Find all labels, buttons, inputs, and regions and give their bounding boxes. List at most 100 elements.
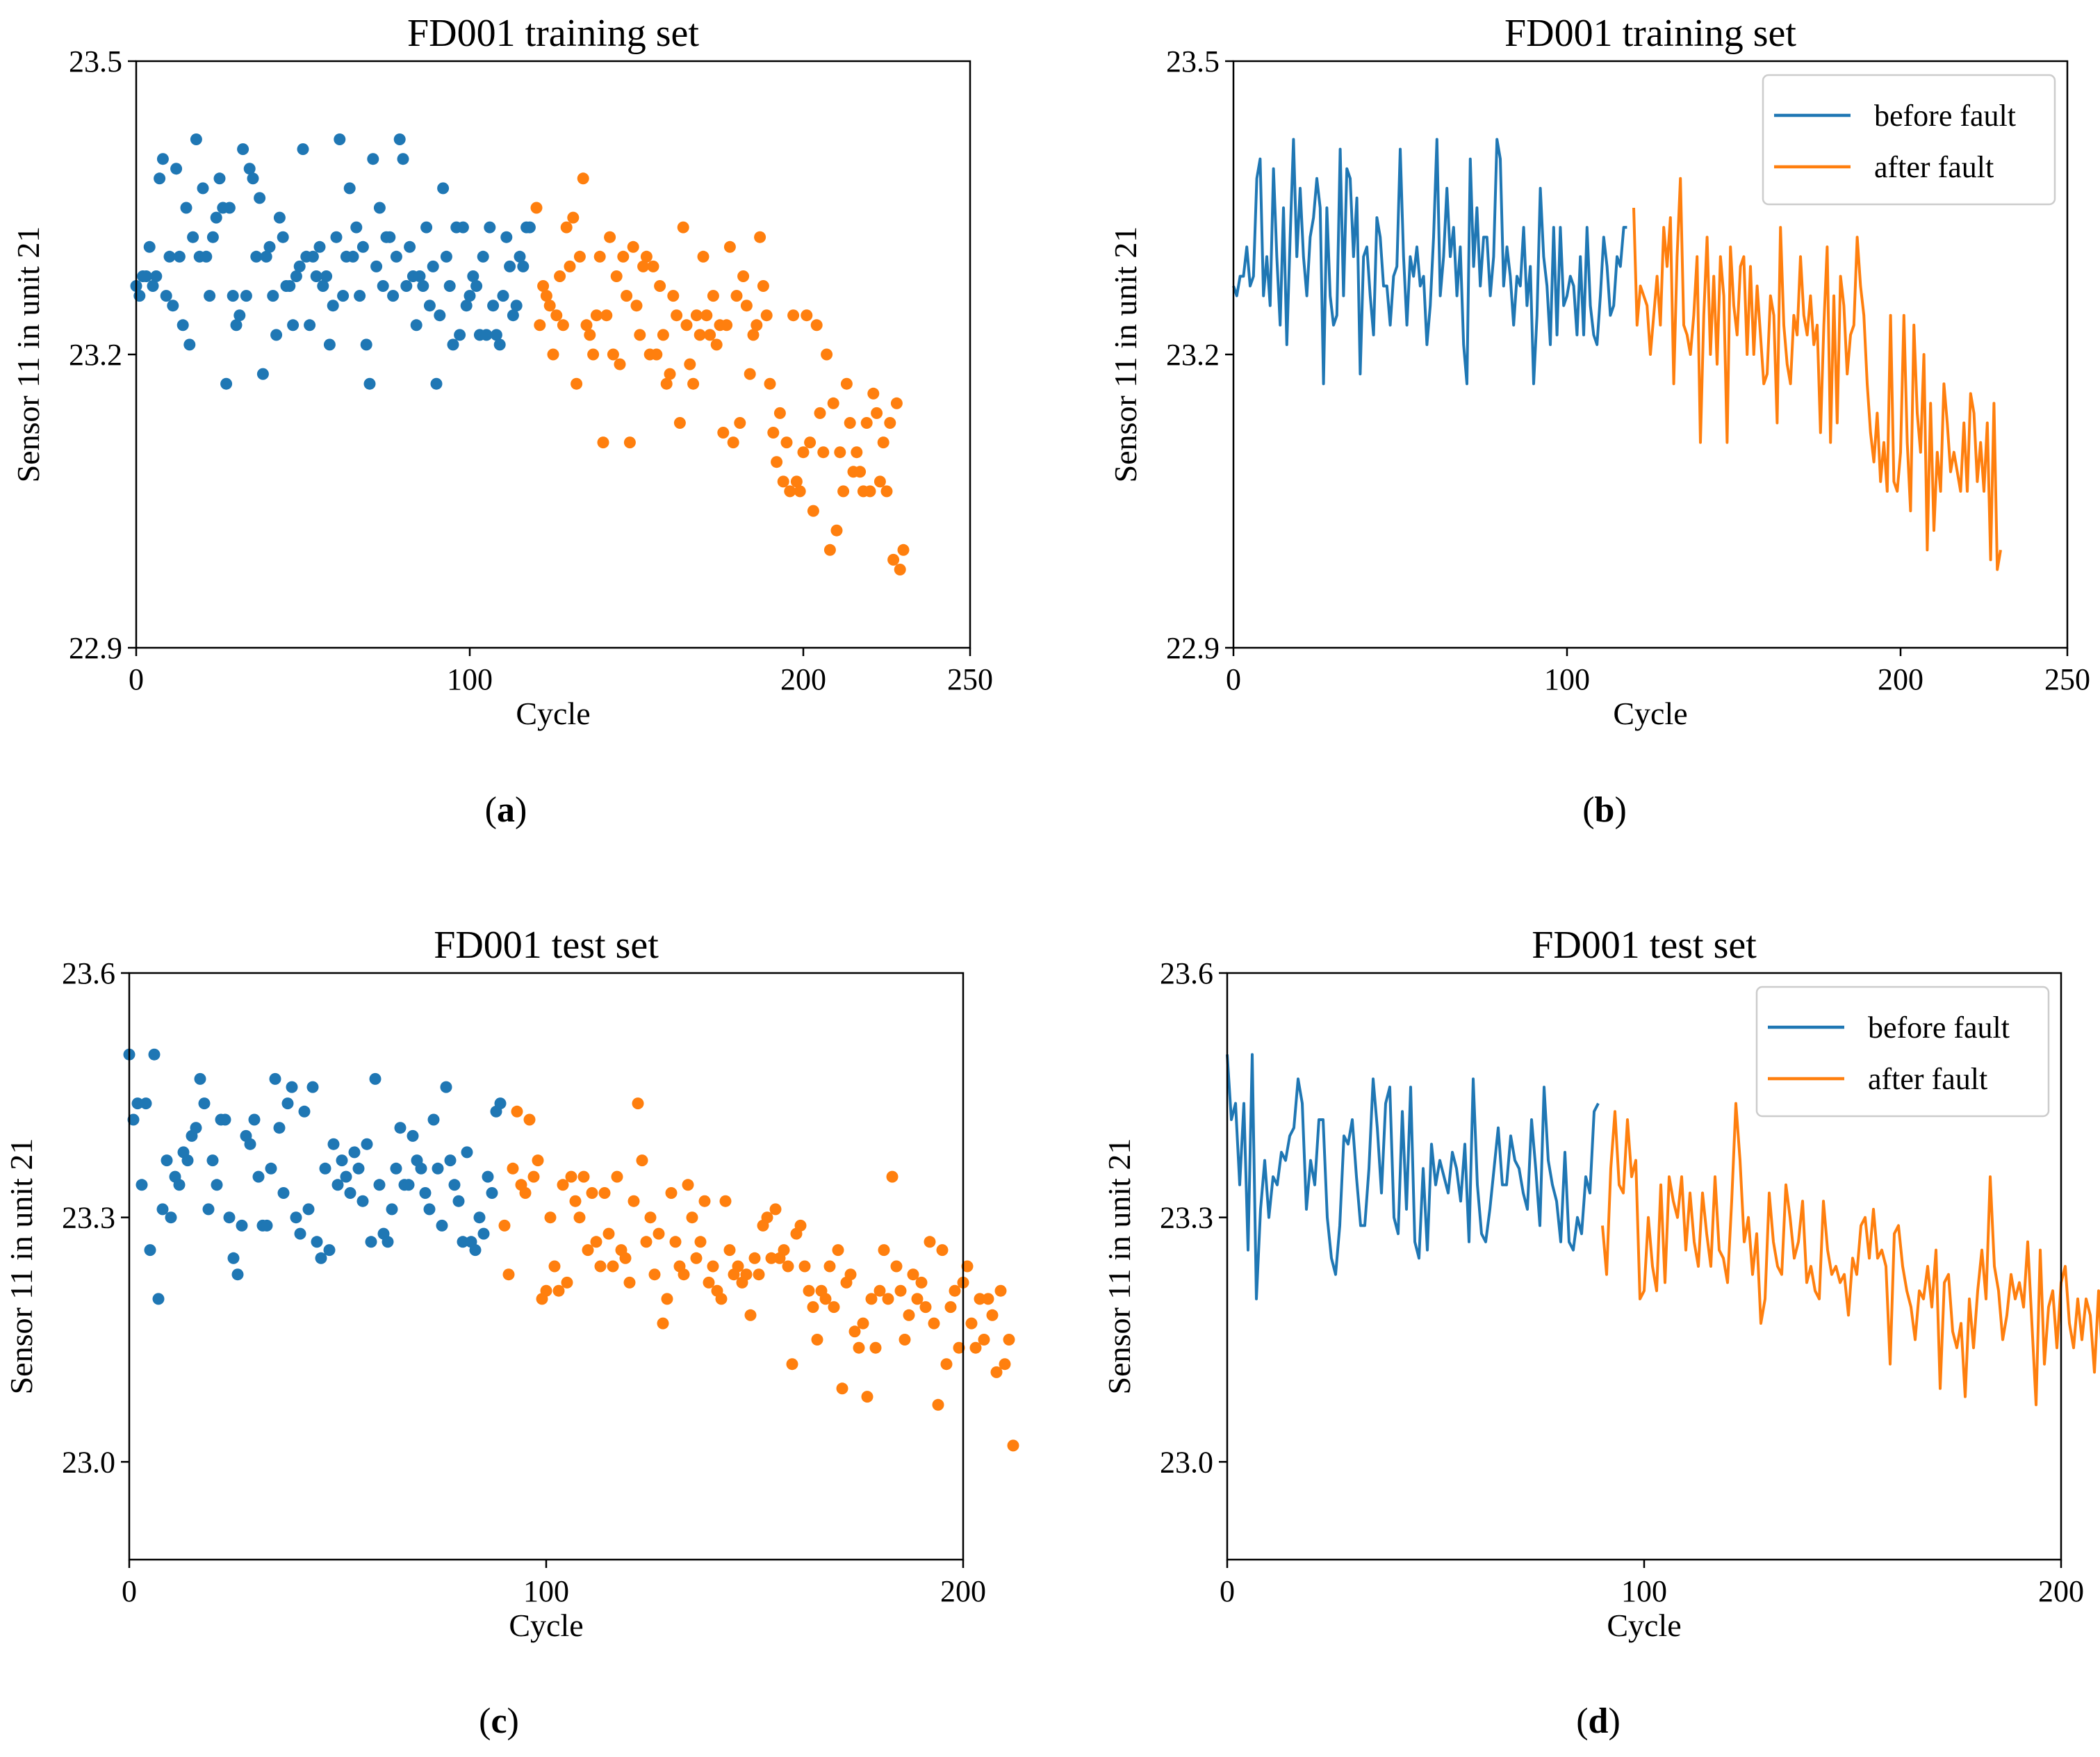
data-point-after: [873, 1284, 886, 1297]
data-point-after: [767, 427, 780, 439]
data-point-after: [614, 358, 626, 370]
data-point-after: [530, 202, 543, 214]
data-point-after: [600, 309, 613, 322]
data-point-after: [557, 319, 569, 332]
data-point-after: [949, 1284, 961, 1297]
data-point-after: [547, 348, 559, 361]
data-point-after: [786, 1358, 798, 1371]
data-point-before: [523, 221, 536, 234]
data-point-after: [550, 309, 563, 322]
data-point-before: [348, 1146, 361, 1159]
data-point-after: [782, 1260, 794, 1273]
data-point-before: [382, 1236, 394, 1248]
data-point-before: [181, 1154, 194, 1167]
data-point-after: [704, 329, 716, 341]
data-point-after: [834, 446, 846, 459]
data-point-after: [727, 436, 739, 449]
caption-a: (a): [484, 790, 527, 830]
data-point-after: [982, 1293, 994, 1305]
data-point-after: [873, 475, 886, 488]
data-point-after: [753, 1268, 765, 1281]
data-point-before: [457, 1236, 469, 1248]
legend-label-before: before fault: [1874, 99, 2016, 133]
data-point-after: [823, 1260, 836, 1273]
data-point-after: [828, 1301, 840, 1314]
data-point-before: [273, 1122, 286, 1134]
series-line-after: [1601, 1102, 2100, 1407]
data-point-before: [173, 250, 186, 263]
data-point-after: [844, 417, 856, 429]
data-point-before: [194, 1072, 206, 1085]
data-point-after: [590, 1236, 602, 1248]
legend: before fault after fault: [1762, 74, 2056, 206]
data-point-before: [356, 240, 369, 253]
data-point-before: [311, 1236, 323, 1248]
data-point-after: [604, 231, 616, 243]
data-point-after: [593, 250, 606, 263]
data-point-after: [787, 309, 800, 322]
data-point-after: [569, 1195, 582, 1207]
data-point-before: [290, 1211, 302, 1224]
data-point-before: [327, 1138, 340, 1150]
data-point-after: [719, 1195, 732, 1207]
x-tick-label: 0: [129, 662, 144, 696]
data-point-after: [823, 544, 836, 556]
data-point-after: [690, 309, 703, 322]
data-point-before: [354, 290, 366, 302]
data-point-after: [961, 1260, 974, 1273]
data-point-before: [460, 300, 473, 312]
data-point-after: [561, 1276, 573, 1289]
data-point-before: [297, 143, 309, 156]
data-point-before: [265, 1162, 277, 1175]
data-point-before: [336, 1154, 348, 1167]
data-point-before: [507, 309, 519, 322]
data-point-before: [344, 1187, 356, 1199]
data-point-after: [498, 1219, 511, 1232]
data-point-after: [607, 1260, 619, 1273]
data-point-before: [427, 260, 439, 272]
data-point-after: [537, 280, 550, 292]
data-point-after: [511, 1105, 523, 1118]
data-point-before: [393, 133, 406, 145]
data-point-before: [323, 338, 336, 351]
data-point-before: [227, 1252, 240, 1264]
chart-title: FD001 test set: [434, 924, 659, 967]
data-point-before: [369, 1072, 382, 1085]
data-point-before: [156, 1203, 169, 1216]
data-point-before: [480, 329, 493, 341]
data-point-after: [740, 1268, 753, 1281]
data-point-after: [697, 250, 709, 263]
data-point-after: [790, 475, 803, 488]
data-point-before: [200, 250, 213, 263]
data-point-before: [443, 280, 456, 292]
data-point-after: [680, 319, 693, 332]
data-point-before: [256, 368, 269, 380]
data-point-before: [402, 1179, 415, 1191]
data-point-after: [640, 1236, 653, 1248]
y-tick-label: 22.9: [1166, 631, 1220, 665]
data-point-before: [219, 1113, 231, 1126]
data-point-after: [740, 300, 753, 312]
data-point-after: [673, 417, 686, 429]
data-point-after: [598, 1187, 611, 1199]
data-point-before: [233, 309, 246, 322]
data-point-after: [710, 338, 723, 351]
data-point-after: [621, 290, 633, 302]
data-point-before: [390, 1162, 402, 1175]
data-point-before: [211, 1179, 223, 1191]
legend-box: [1762, 74, 2056, 206]
data-point-before: [419, 1187, 432, 1199]
data-point-before: [190, 1122, 202, 1134]
data-point-before: [165, 1211, 177, 1224]
data-point-before: [417, 280, 429, 292]
plot-frame: [1226, 972, 2062, 1561]
data-point-before: [148, 1048, 161, 1061]
data-point-after: [894, 1284, 907, 1297]
data-point-before: [500, 231, 513, 243]
data-point-after: [911, 1293, 924, 1305]
data-point-after: [560, 221, 573, 234]
data-point-before: [236, 1219, 248, 1232]
data-point-before: [384, 231, 396, 243]
chart-b: FD001 training set Cycle Sensor 11 in unit…: [1108, 12, 2090, 731]
data-point-after: [737, 270, 750, 282]
